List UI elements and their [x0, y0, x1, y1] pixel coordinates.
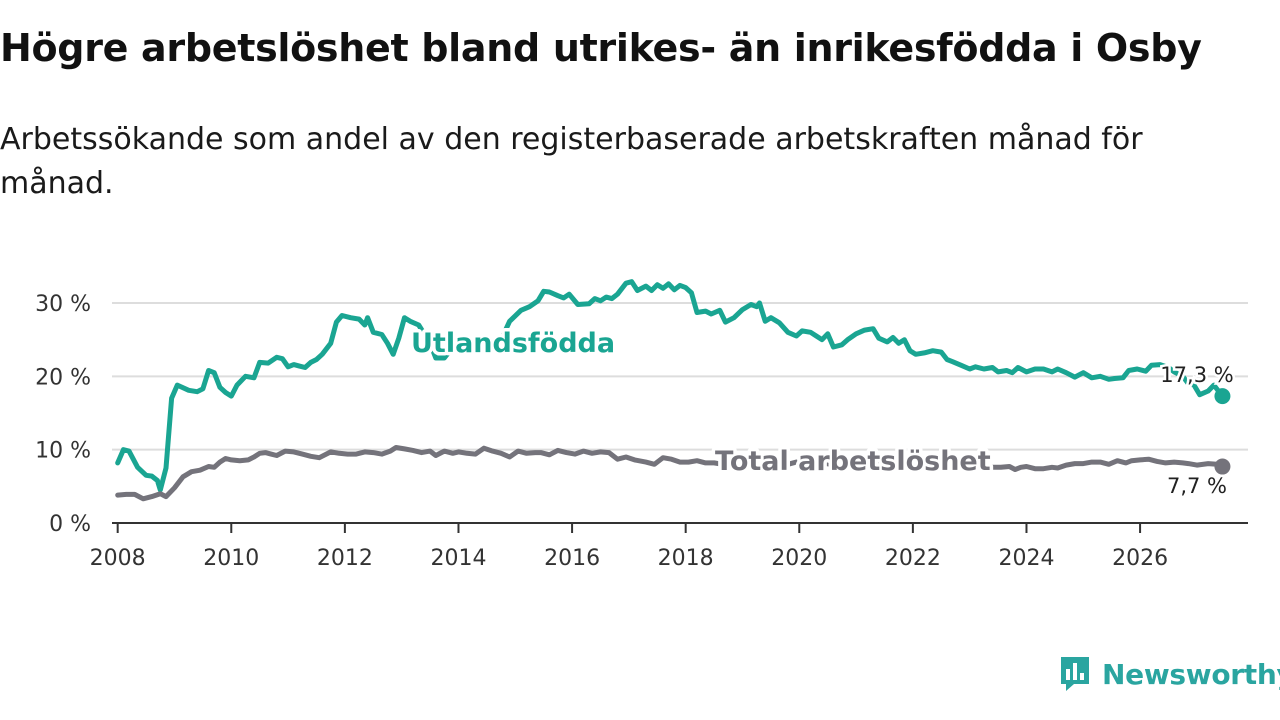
y-tick-label: 0 % — [49, 512, 91, 537]
chart-subtitle: Arbetssökande som andel av den registerb… — [0, 122, 1143, 201]
foreign-born-series-label: Utlandsfödda — [411, 328, 615, 359]
total-series-label: Total arbetslöshet — [715, 446, 991, 477]
x-tick-label: 2012 — [317, 546, 373, 571]
axis-ticks: 0 % 10 % 20 % 30 % 2008 2010 2012 2014 2016 2018 2… — [35, 292, 1248, 571]
total-unemployment-line — [115, 445, 1225, 502]
brand-name: Newsworthy — [1102, 657, 1280, 691]
foreign-born-end-dot — [1214, 388, 1231, 405]
total-unemployment-end-dot — [1214, 458, 1231, 475]
x-tick-label: 2024 — [998, 546, 1054, 571]
foreign-born-line — [115, 279, 1225, 493]
x-tick-label: 2014 — [430, 546, 486, 571]
y-tick-label: 10 % — [35, 439, 91, 464]
x-tick-label: 2008 — [90, 546, 146, 571]
grid-lines — [112, 302, 1248, 451]
newsworthy-logo-icon — [1061, 657, 1089, 691]
series-lines — [115, 279, 1231, 502]
total-end-label: 7,7 % — [1167, 474, 1227, 498]
x-tick-label: 2026 — [1112, 546, 1168, 571]
chart-title: Högre arbetslöshet bland utrikes- än inr… — [0, 26, 1202, 70]
x-tick-label: 2016 — [544, 546, 600, 571]
line-chart: Utlandsfödda Total arbetslöshet 17,3 % 7,7 … — [35, 279, 1248, 571]
newsworthy-logo[interactable]: Newsworthy — [1058, 652, 1280, 696]
x-tick-label: 2022 — [885, 546, 941, 571]
y-tick-label: 20 % — [35, 365, 91, 390]
series-labels: Utlandsfödda Total arbetslöshet 17,3 % 7,7 … — [408, 325, 1237, 501]
x-tick-label: 2010 — [203, 546, 259, 571]
x-tick-label: 2020 — [771, 546, 827, 571]
y-tick-label: 30 % — [35, 292, 91, 317]
foreign-born-end-label: 17,3 % — [1160, 363, 1233, 387]
x-tick-label: 2018 — [658, 546, 714, 571]
